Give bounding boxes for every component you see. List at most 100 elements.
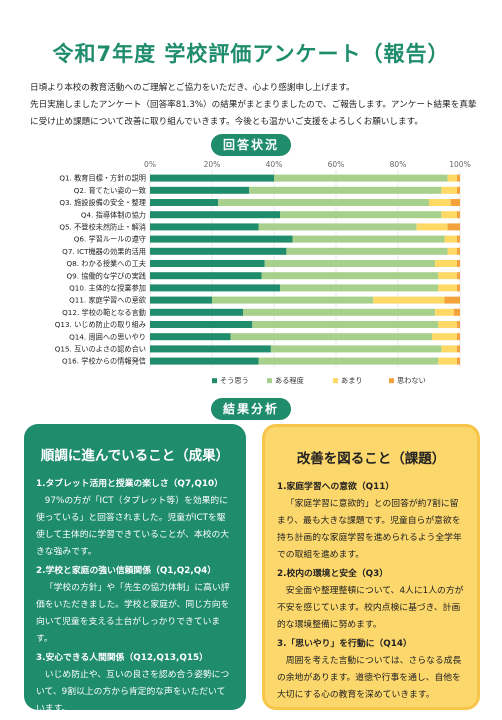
bar-segment (150, 272, 262, 280)
bar-segment (447, 223, 460, 231)
category-label: Q6. 学習ルールの遵守 (74, 235, 146, 244)
category-label: Q12. 学校の範となる言動 (62, 308, 146, 317)
bar-segment (270, 345, 442, 353)
results-section-label: 回答状況 (211, 134, 291, 156)
bar-segment (292, 235, 445, 243)
category-label: Q9. 協働的な学びの実践 (67, 271, 147, 280)
issues-title: 改善を図ること（課題） (296, 451, 446, 467)
achievement-1-text: 97%の方が「ICT（タブレット等）を効果的に使っている」と回答されました。児童… (36, 496, 230, 557)
bar-segment (456, 272, 460, 280)
legend-swatch (267, 378, 272, 384)
category-label: Q3. 施設設備の安全・整理 (59, 198, 146, 207)
intro-line-2: 先日実施しましたアンケート（回答率81.3%）の結果がまとまりましたので、ご報告… (30, 100, 477, 127)
category-label: Q8. わかる授業への工夫 (67, 259, 147, 268)
bar-segment (258, 223, 417, 231)
category-label: Q1. 教育目標・方針の説明 (59, 174, 146, 183)
achievement-3-text: いじめ防止や、互いの良さを認め合う姿勢について、9割以上の方から肯定的な声をいた… (36, 670, 230, 714)
category-label: Q10. 主体的な授業参加 (69, 284, 146, 293)
intro-text: 日頃より本校の教育活動へのご理解とご協力をいただき、心より感謝申し上げます。 先… (30, 80, 480, 131)
bar-segment (416, 223, 448, 231)
issue-2-heading: 2.校内の環境と安全（Q3） (277, 569, 389, 579)
x-tick-label: 80% (390, 160, 407, 169)
achievement-2-heading: 2.学校と家庭の強い信頼関係（Q1,Q2,Q4） (36, 566, 217, 576)
legend-label: そう思う (220, 376, 249, 385)
achievements-panel: 順調に進んでいること（成果） 1.タブレット活用と授業の楽しさ（Q7,Q10） … (24, 424, 246, 714)
bar-segment (373, 296, 445, 304)
bar-segment (456, 260, 460, 267)
bar-segment (456, 333, 460, 341)
analysis-section-label: 結果分析 (211, 398, 291, 420)
bar-segment (150, 260, 265, 267)
legend-swatch (212, 378, 217, 384)
achievement-2-text: 「学校の方針」や「先生の協力体制」に高い評価をいただきました。学校と家庭が、同じ… (36, 583, 230, 644)
bar-segment (218, 199, 429, 206)
bar-segment (258, 357, 439, 365)
achievement-1-heading: 1.タブレット活用と授業の楽しさ（Q7,Q10） (36, 479, 223, 489)
bar-segment (280, 284, 439, 292)
category-label: Q7. ICT機器の効果的活用 (62, 247, 146, 256)
bar-segment (150, 211, 281, 219)
bar-segment (456, 186, 460, 194)
legend-label: 思わない (397, 376, 426, 385)
bar-segment (150, 296, 212, 304)
bar-segment (286, 247, 448, 255)
bar-segment (456, 174, 460, 182)
x-tick-label: 40% (266, 160, 283, 169)
category-label: Q5. 不登校未然防止・解消 (59, 223, 146, 232)
bar-segment (150, 223, 259, 231)
bar-segment (438, 357, 457, 365)
bar-segment (249, 186, 442, 194)
bar-segment (456, 321, 460, 328)
bar-segment (456, 235, 460, 243)
page-title: 令和7年度 学校評価アンケート（報告） (52, 42, 450, 66)
bar-segment (252, 321, 439, 328)
bar-segment (456, 284, 460, 292)
bar-segment (438, 284, 457, 292)
issue-2-text: 安全面や整理整頓について、4人に1人の方が不安を感じています。校内点検に基づき、… (277, 586, 464, 630)
bar-segment (456, 211, 460, 219)
achievements-title: 順調に進んでいること（成果） (40, 448, 230, 464)
bar-segment (150, 284, 281, 292)
bar-segment (444, 296, 460, 304)
category-label: Q11. 家庭学習への意欲 (69, 296, 146, 305)
bar-segment (456, 247, 460, 255)
legend-label: ある程度 (275, 376, 304, 385)
bar-segment (212, 296, 374, 304)
category-label: Q15. 互いのよさの認め合い (55, 345, 146, 354)
achievement-3-heading: 3.安心できる人間関係（Q12,Q13,Q15） (36, 653, 208, 663)
bar-segment (456, 345, 460, 353)
bar-segment (150, 186, 250, 194)
bar-segment (150, 345, 271, 353)
intro-line-1: 日頃より本校の教育活動へのご理解とご協力をいただき、心より感謝申し上げます。 (30, 83, 355, 93)
category-label: Q16. 学校からの情報発信 (62, 357, 146, 366)
survey-stacked-bar-chart: 0% 20% 40% 60% 80% 100% Q1. 教育目標・方針の説明 Q2. 育てたい… (55, 160, 471, 385)
bar-segment (150, 333, 231, 341)
issue-1-text: 「家庭学習に意欲的」との回答が約7割に留まり、最も大きな課題です。児童自らが意欲… (277, 499, 462, 560)
bar-segment (456, 357, 460, 365)
bar-segment (150, 174, 274, 182)
bar-segment (280, 211, 442, 219)
bar-segment (150, 357, 259, 365)
x-tick-label: 20% (204, 160, 221, 169)
issue-1-heading: 1.家庭学習への意欲（Q11） (277, 482, 395, 492)
category-label: Q14. 周囲への思いやり (69, 332, 146, 341)
bar-segment (261, 272, 439, 280)
legend-swatch (389, 378, 394, 384)
bar-segment (150, 199, 219, 206)
bar-segment (438, 321, 457, 328)
bar-segment (450, 199, 460, 206)
bar-segment (230, 333, 433, 341)
issues-panel: 改善を図ること（課題） 1.家庭学習への意欲（Q11） 「家庭学習に意欲的」との… (262, 424, 480, 710)
legend-swatch (333, 378, 338, 384)
bar-segment (274, 174, 448, 182)
legend-label: あまり (341, 376, 363, 385)
bar-segment (435, 260, 457, 267)
bar-segment (432, 333, 457, 341)
bar-segment (429, 199, 451, 206)
x-tick-label: 60% (328, 160, 345, 169)
bar-segment (447, 247, 457, 255)
bar-segment (150, 235, 293, 243)
bar-segment (435, 308, 454, 316)
bar-segment (438, 272, 457, 280)
bar-segment (243, 308, 436, 316)
